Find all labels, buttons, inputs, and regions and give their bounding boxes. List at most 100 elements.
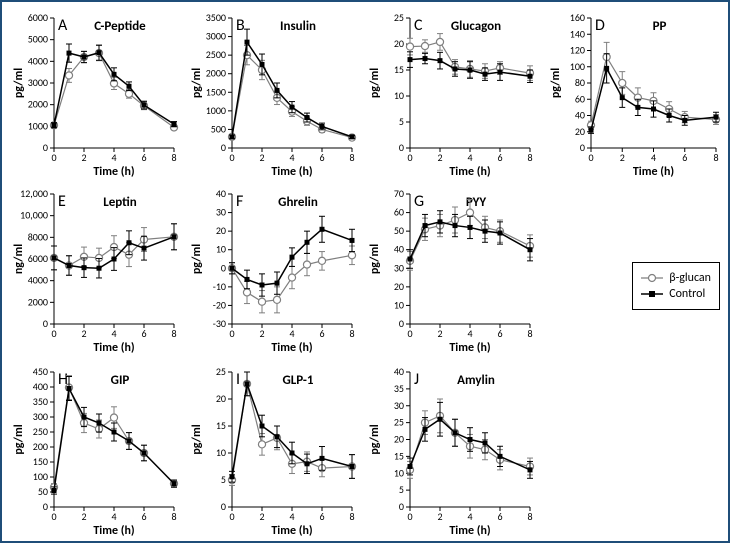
- panel-letter-A: A: [58, 16, 68, 35]
- svg-text:100: 100: [570, 60, 585, 73]
- svg-text:60: 60: [394, 206, 404, 219]
- svg-text:2: 2: [259, 327, 264, 340]
- svg-text:6: 6: [319, 151, 324, 164]
- svg-text:2: 2: [620, 151, 625, 164]
- svg-text:3000: 3000: [206, 30, 226, 43]
- svg-text:4: 4: [111, 151, 116, 164]
- svg-text:40: 40: [394, 243, 404, 256]
- svg-text:8: 8: [527, 510, 532, 523]
- svg-text:0: 0: [229, 510, 234, 523]
- svg-text:60: 60: [575, 92, 585, 105]
- svg-text:20: 20: [216, 224, 226, 237]
- svg-text:450: 450: [33, 365, 48, 378]
- svg-text:0: 0: [229, 327, 234, 340]
- svg-text:4: 4: [651, 151, 656, 164]
- panel-I: 024680510152025pg/mlTime (h)IGLP-1: [188, 362, 358, 537]
- svg-text:0: 0: [399, 317, 404, 330]
- svg-text:70: 70: [394, 187, 404, 200]
- svg-text:200: 200: [33, 440, 48, 453]
- svg-text:6: 6: [497, 151, 502, 164]
- svg-text:0: 0: [221, 500, 226, 513]
- svg-text:0: 0: [221, 141, 226, 154]
- svg-text:6: 6: [141, 510, 146, 523]
- svg-text:2: 2: [437, 151, 442, 164]
- svg-text:25: 25: [394, 416, 404, 429]
- svg-text:0: 0: [43, 141, 48, 154]
- svg-text:150: 150: [33, 455, 48, 468]
- x-axis-label: Time (h): [449, 341, 490, 354]
- svg-text:400: 400: [33, 380, 48, 393]
- svg-text:5: 5: [221, 473, 226, 486]
- svg-text:1500: 1500: [206, 85, 226, 98]
- panel-letter-B: B: [236, 16, 245, 35]
- svg-text:0: 0: [221, 261, 226, 274]
- svg-text:0: 0: [43, 317, 48, 330]
- y-axis-label: pg/ml: [368, 68, 382, 98]
- svg-text:160: 160: [570, 11, 585, 24]
- svg-text:5000: 5000: [28, 33, 48, 46]
- svg-text:20: 20: [216, 392, 226, 405]
- svg-text:0: 0: [43, 500, 48, 513]
- svg-text:-30: -30: [213, 317, 226, 330]
- svg-text:40: 40: [216, 187, 226, 200]
- svg-text:0: 0: [407, 327, 412, 340]
- svg-text:5: 5: [399, 483, 404, 496]
- svg-text:10: 10: [216, 243, 226, 256]
- x-axis-label: Time (h): [271, 524, 312, 537]
- svg-text:30: 30: [394, 261, 404, 274]
- svg-text:2: 2: [81, 151, 86, 164]
- x-axis-label: Time (h): [93, 524, 134, 537]
- svg-text:8000: 8000: [28, 230, 48, 243]
- svg-text:100: 100: [33, 470, 48, 483]
- panel-E: 024680200040006000800010,00012,000ng/mlT…: [10, 184, 180, 354]
- panel-title-B: Insulin: [280, 19, 316, 34]
- svg-text:6: 6: [319, 510, 324, 523]
- panel-J: 024680510152025303540pg/mlTime (h)JAmyli…: [366, 362, 536, 537]
- svg-text:0: 0: [580, 141, 585, 154]
- svg-text:2500: 2500: [206, 48, 226, 61]
- panel-title-J: Amylin: [457, 373, 495, 388]
- svg-text:8: 8: [713, 151, 718, 164]
- figure-container: 024680100020003000400050006000pg/mlTime …: [0, 0, 730, 543]
- panel-F: 02468-30-20-10010203040pg/mlTime (h)FGhr…: [188, 184, 358, 354]
- panel-title-E: Leptin: [103, 195, 137, 210]
- svg-text:0: 0: [407, 151, 412, 164]
- svg-text:-20: -20: [213, 298, 226, 311]
- svg-text:2: 2: [437, 510, 442, 523]
- panel-title-D: PP: [653, 19, 667, 34]
- panel-G: 02468010203040506070pg/mlTime (h)GPYY: [366, 184, 536, 354]
- svg-text:0: 0: [229, 151, 234, 164]
- panel-title-I: GLP-1: [283, 373, 314, 388]
- svg-text:2: 2: [259, 510, 264, 523]
- panel-H: 02468050100150200250300350400450pg/mlTim…: [10, 362, 180, 537]
- panel-letter-G: G: [414, 192, 424, 211]
- svg-text:6: 6: [497, 327, 502, 340]
- svg-text:0: 0: [407, 510, 412, 523]
- svg-text:25: 25: [216, 365, 226, 378]
- svg-text:6: 6: [319, 327, 324, 340]
- svg-text:2: 2: [81, 510, 86, 523]
- svg-text:3500: 3500: [206, 11, 226, 24]
- svg-text:35: 35: [394, 382, 404, 395]
- svg-text:3000: 3000: [28, 76, 48, 89]
- panel-B: 024680500100015002000250030003500pg/mlTi…: [188, 8, 358, 178]
- svg-text:10: 10: [394, 298, 404, 311]
- panel-letter-D: D: [595, 16, 605, 35]
- panel-D: 02468020406080100120140160pg/mlTime (h)D…: [547, 8, 722, 178]
- y-axis-label: pg/ml: [12, 68, 26, 98]
- y-axis-label: pg/ml: [190, 244, 204, 274]
- svg-text:5: 5: [399, 115, 404, 128]
- svg-text:8: 8: [349, 510, 354, 523]
- svg-text:4: 4: [111, 327, 116, 340]
- svg-text:6000: 6000: [28, 11, 48, 24]
- svg-text:2: 2: [81, 327, 86, 340]
- svg-text:4: 4: [111, 510, 116, 523]
- svg-text:80: 80: [575, 76, 585, 89]
- panel-letter-J: J: [414, 370, 419, 389]
- panel-title-F: Ghrelin: [278, 195, 318, 210]
- svg-text:10: 10: [394, 466, 404, 479]
- legend-label: Control: [669, 287, 705, 301]
- svg-text:2: 2: [259, 151, 264, 164]
- svg-text:0: 0: [51, 151, 56, 164]
- svg-text:8: 8: [171, 151, 176, 164]
